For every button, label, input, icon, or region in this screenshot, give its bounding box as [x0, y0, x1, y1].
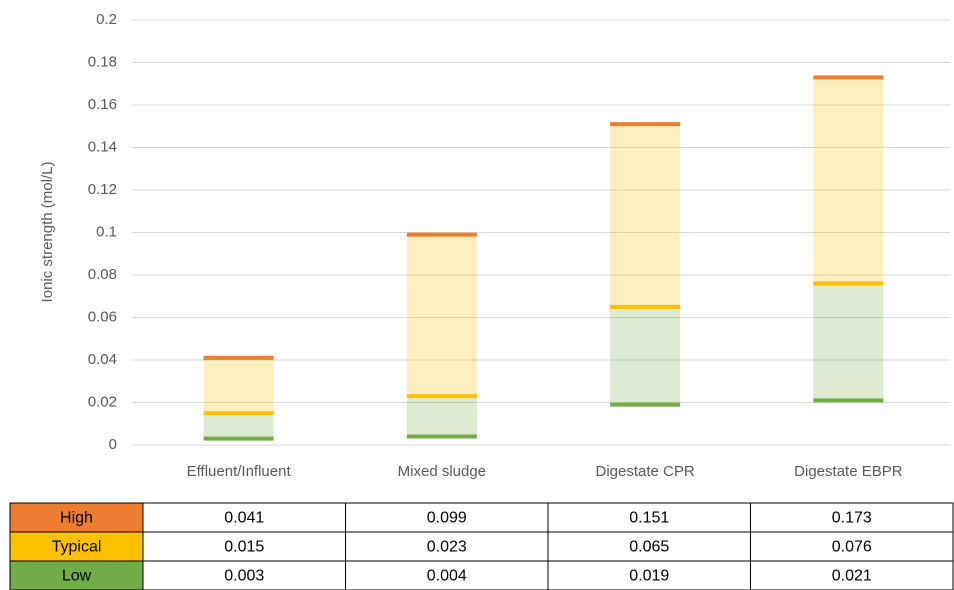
value-marker	[406, 232, 477, 237]
y-tick-label: 0.04	[88, 351, 117, 368]
value-marker	[203, 411, 274, 416]
y-axis-label: Ionic strength (mol/L)	[39, 162, 56, 303]
value-marker	[813, 281, 884, 286]
range-span	[406, 234, 477, 397]
table-value: 0.021	[832, 568, 872, 585]
value-marker	[406, 394, 477, 399]
table-row-label: Low	[62, 568, 92, 585]
table-row-label: Typical	[52, 539, 102, 556]
value-marker	[203, 436, 274, 441]
value-marker	[813, 398, 884, 403]
range-span	[813, 77, 884, 284]
range-span	[813, 283, 884, 401]
table-cell	[750, 531, 954, 562]
table-cell	[547, 560, 751, 590]
data-table: High 0.041 0.099 0.151 0.173 Typical 0.015 0.02…	[9, 502, 954, 590]
value-marker	[406, 434, 477, 439]
table-header-cell	[9, 502, 144, 533]
y-tick-label: 0.02	[88, 393, 117, 410]
value-marker	[610, 304, 681, 309]
table-value: 0.173	[832, 510, 872, 527]
y-tick-label: 0.14	[88, 138, 117, 155]
table-cell	[345, 560, 549, 590]
value-marker	[610, 402, 681, 407]
table-value: 0.015	[224, 539, 264, 556]
table-value: 0.019	[629, 568, 669, 585]
range-span	[203, 413, 274, 439]
table-value: 0.003	[224, 568, 264, 585]
table-value: 0.099	[427, 510, 467, 527]
table-header-cell	[9, 531, 144, 562]
table-value: 0.023	[427, 539, 467, 556]
table-cell	[345, 531, 549, 562]
x-tick-label: Effluent/Influent	[187, 463, 292, 480]
table-value: 0.076	[832, 539, 872, 556]
x-tick-label: Digestate CPR	[596, 463, 695, 480]
table-value: 0.004	[427, 568, 467, 585]
table-cell	[750, 560, 954, 590]
y-tick-label: 0.06	[88, 308, 117, 325]
table-row-label: High	[60, 510, 93, 527]
table-cell	[142, 560, 346, 590]
y-tick-label: 0	[109, 436, 117, 453]
range-span	[406, 396, 477, 437]
value-marker	[610, 122, 681, 127]
value-marker	[813, 75, 884, 80]
y-tick-label: 0.08	[88, 266, 117, 283]
range-span	[203, 357, 274, 414]
table-value: 0.041	[224, 510, 264, 527]
table-cell	[345, 502, 549, 533]
table-cell	[142, 502, 346, 533]
y-tick-label: 0.16	[88, 96, 117, 113]
y-tick-label: 0.1	[96, 223, 117, 240]
table-value: 0.151	[629, 510, 669, 527]
y-tick-label: 0.12	[88, 181, 117, 198]
table-value: 0.065	[629, 539, 669, 556]
y-tick-label: 0.18	[88, 53, 117, 70]
y-tick-label: 0.2	[96, 11, 117, 28]
range-span	[610, 306, 681, 405]
value-marker	[203, 355, 274, 360]
x-tick-label: Digestate EBPR	[794, 463, 903, 480]
range-span	[610, 124, 681, 307]
x-tick-label: Mixed sludge	[398, 463, 486, 480]
